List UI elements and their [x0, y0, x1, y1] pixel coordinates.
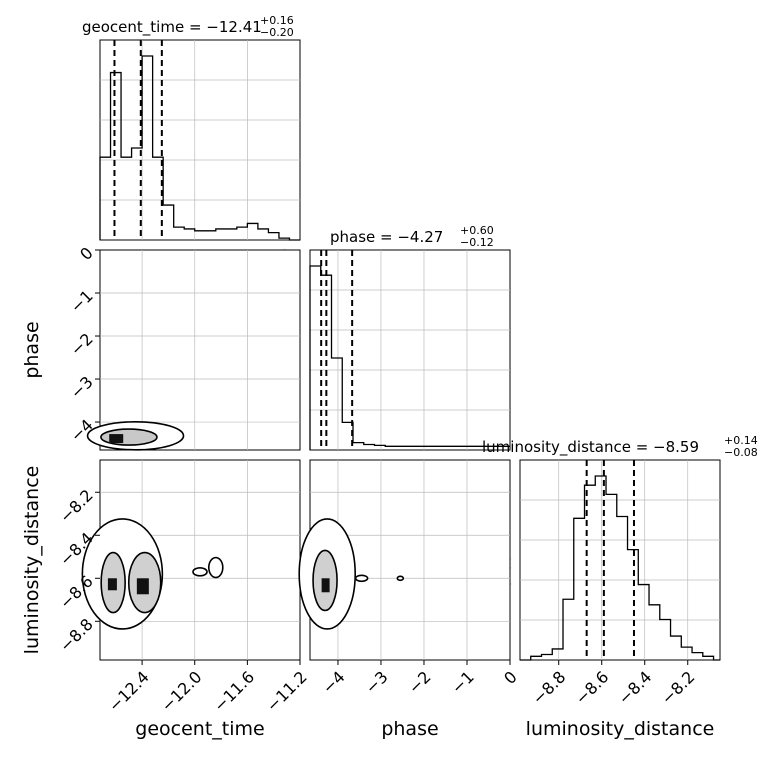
panel-frame-2-2 [519, 459, 721, 661]
ytick-label-phase: 0 [76, 243, 97, 264]
xtick-label-phase: −3 [362, 667, 392, 697]
title-geocent-time: geocent_time = −12.41 [82, 18, 262, 37]
mark-layer [81, 40, 720, 661]
ytick-label-luminosity_distance: −8.8 [56, 615, 97, 656]
xlabel-luminosity-distance: luminosity_distance [526, 718, 715, 740]
ylabel-phase: phase [21, 321, 43, 378]
contour-peak [107, 578, 117, 591]
contour-island [192, 567, 208, 577]
histogram-geocent_time [99, 55, 300, 241]
xtick-label-phase: −2 [405, 667, 435, 697]
xtick-label-luminosity_distance: −8.4 [615, 667, 656, 708]
histogram-phase [309, 265, 510, 450]
xtick-label-phase: 0 [500, 667, 521, 688]
ytick-label-phase: −3 [67, 372, 97, 402]
title-luminosity-distance-minus: −0.08 [724, 446, 758, 459]
ylabel-luminosity-distance: luminosity_distance [21, 466, 43, 655]
title-luminosity-distance-plus: +0.14 [724, 434, 758, 447]
xtick-label-phase: −1 [448, 667, 478, 697]
panel-frame-0-0 [99, 39, 301, 241]
xtick-label-phase: −4 [319, 667, 349, 697]
title-geocent-time-minus: −0.20 [260, 26, 294, 39]
xtick-label-luminosity_distance: −8.2 [658, 667, 699, 708]
contour-island [354, 574, 369, 583]
title-phase: phase = −4.27 [330, 228, 443, 246]
histogram-luminosity_distance [520, 475, 720, 661]
panel-frame-1-1 [309, 249, 511, 451]
contour-peak [136, 578, 149, 595]
contour-island [207, 556, 224, 579]
xlabel-geocent-time: geocent_time [135, 718, 264, 740]
ytick-label-phase: −2 [67, 329, 97, 359]
ytick-label-phase: −1 [67, 286, 97, 316]
ytick-label-luminosity_distance: −8.2 [56, 486, 97, 527]
grid-layer [99, 39, 721, 661]
xtick-label-luminosity_distance: −8.8 [529, 667, 570, 708]
contour-peak [109, 434, 124, 444]
panel-frame-1-0 [99, 249, 301, 451]
contour-peak [321, 578, 330, 593]
title-geocent-time-plus: +0.16 [260, 14, 294, 27]
contour-island [396, 575, 405, 582]
xtick-label-geocent_time: −11.6 [210, 667, 258, 715]
xtick-label-geocent_time: −12.0 [157, 667, 205, 715]
title-phase-plus: +0.60 [460, 224, 494, 237]
title-luminosity-distance: luminosity_distance = −8.59 [482, 438, 699, 457]
xtick-label-geocent_time: −12.4 [105, 667, 153, 715]
xlabel-phase: phase [381, 718, 438, 740]
title-phase-minus: −0.12 [460, 236, 494, 249]
xtick-label-geocent_time: −11.2 [263, 667, 311, 715]
xtick-label-luminosity_distance: −8.6 [572, 667, 613, 708]
